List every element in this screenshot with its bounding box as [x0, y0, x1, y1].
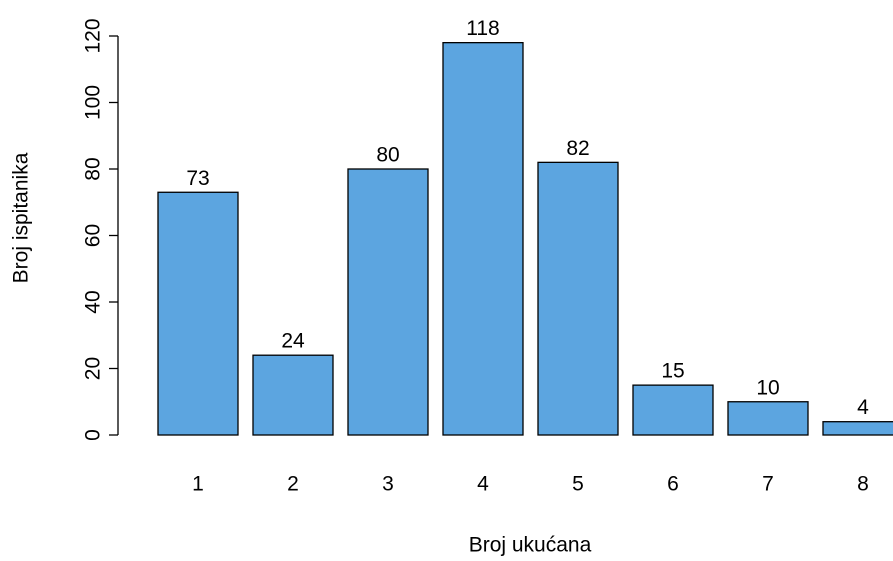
y-axis-label: Broj ispitanika: [10, 152, 33, 283]
value-label: 4: [857, 396, 869, 419]
value-label: 118: [466, 17, 499, 40]
bar: [632, 384, 714, 436]
y-tick-label: 40: [82, 290, 105, 313]
value-label: 73: [186, 167, 209, 190]
bar: [727, 401, 809, 436]
x-tick-label: 2: [287, 473, 299, 496]
bar: [442, 42, 524, 436]
y-tick-label: 0: [82, 429, 105, 441]
value-label: 24: [281, 330, 305, 353]
y-tick-label: 120: [82, 18, 105, 53]
x-tick-label: 4: [477, 473, 489, 496]
bar: [157, 191, 239, 436]
x-tick-label: 5: [572, 473, 584, 496]
bar: [347, 168, 429, 436]
x-tick-label: 1: [192, 473, 204, 496]
x-axis-label: Broj ukućana: [469, 534, 592, 557]
y-tick-label: 60: [82, 224, 105, 247]
x-tick-label: 7: [762, 473, 774, 496]
bar: [537, 161, 619, 436]
x-tick-label: 3: [382, 473, 394, 496]
value-label: 15: [661, 360, 684, 383]
value-label: 80: [376, 144, 399, 167]
x-tick-label: 6: [667, 473, 679, 496]
value-label: 10: [756, 376, 779, 399]
y-tick-label: 80: [82, 157, 105, 180]
y-tick-label: 20: [82, 357, 105, 380]
bar: [252, 354, 334, 436]
bar: [822, 421, 893, 436]
value-label: 82: [566, 137, 589, 160]
x-tick-label: 8: [857, 473, 869, 496]
y-tick-label: 100: [82, 85, 105, 120]
